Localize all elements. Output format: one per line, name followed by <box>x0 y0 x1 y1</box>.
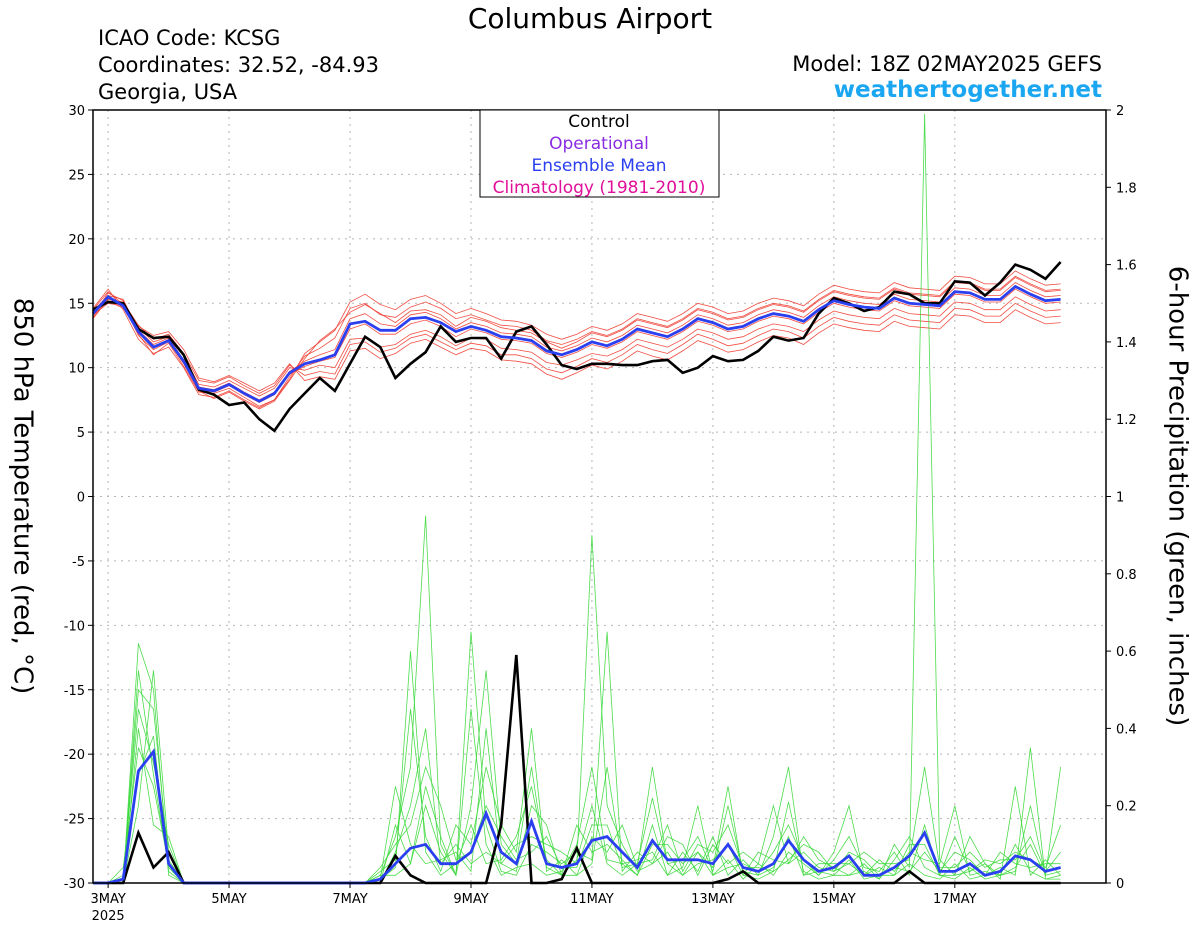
temperature-member-line <box>92 302 1061 392</box>
temperature-members <box>92 270 1061 410</box>
x-tick-label: 7MAY <box>332 892 367 907</box>
left-axis-ticks: 30 25 20 15 10 5 0 -5 -10 -15 -20 -25 -30 <box>64 104 93 892</box>
x-tick-label: 13MAY <box>691 892 735 907</box>
left-tick-label: -25 <box>64 813 85 828</box>
left-tick-label: -20 <box>64 748 85 763</box>
region: Georgia, USA <box>98 80 238 104</box>
legend-entry: Control <box>568 112 629 132</box>
grid-lines <box>93 110 1106 883</box>
left-tick-label: 25 <box>68 168 85 183</box>
right-tick-label: 1.6 <box>1116 259 1137 274</box>
temperature-member-line <box>92 275 1061 407</box>
right-axis-title: 6-hour Precipitation (green, inches) <box>1163 266 1193 726</box>
right-tick-label: 1 <box>1116 491 1124 506</box>
right-tick-label: 0.6 <box>1116 645 1137 660</box>
x-tick-label: 3MAY <box>90 892 125 907</box>
temperature-member-line <box>92 296 1061 397</box>
legend-box <box>479 109 720 198</box>
left-axis-title: 850 hPa Temperature (red, °C) <box>8 298 38 695</box>
x-tick-label: 15MAY <box>812 892 856 907</box>
model-run: Model: 18Z 02MAY2025 GEFS <box>792 52 1102 76</box>
temperature-member-line <box>92 270 1061 409</box>
left-tick-label: 10 <box>68 362 85 377</box>
left-tick-label: 0 <box>77 491 85 506</box>
x-tick-label: 11MAY <box>570 892 614 907</box>
left-tick-label: -30 <box>64 877 85 892</box>
right-tick-label: 0.8 <box>1116 568 1137 583</box>
coordinates: Coordinates: 32.52, -84.93 <box>98 53 379 77</box>
icao-code: ICAO Code: KCSG <box>98 26 281 50</box>
left-tick-label: 30 <box>68 104 85 119</box>
right-tick-label: 1.2 <box>1116 413 1137 428</box>
temperature-member-line <box>92 298 1061 394</box>
brand-link[interactable]: weathertogether.net <box>833 77 1102 103</box>
x-tick-label: 5MAY <box>211 892 246 907</box>
left-tick-label: 15 <box>68 297 85 312</box>
right-tick-label: 0.4 <box>1116 722 1137 737</box>
right-tick-label: 2 <box>1116 104 1124 119</box>
right-tick-label: 0.2 <box>1116 800 1137 815</box>
legend-entry: Operational <box>549 134 649 154</box>
temperature-ensemble-mean-line <box>91 284 1061 403</box>
page-title: Columbus Airport <box>467 2 713 35</box>
legend-entry: Climatology (1981-2010) <box>493 178 706 198</box>
temperature-member-line <box>92 277 1061 410</box>
left-tick-label: 5 <box>77 426 85 441</box>
right-tick-label: 1.8 <box>1116 181 1137 196</box>
right-axis-ticks: 2 1.8 1.6 1.4 1.2 1 0.8 0.6 0.4 0.2 0 <box>1106 104 1137 892</box>
x-tick-sublabel: 2025 <box>92 909 125 924</box>
left-tick-label: 20 <box>68 233 85 248</box>
x-tick-label: 9MAY <box>453 892 488 907</box>
precipitation-member-line <box>93 113 1061 884</box>
legend-entry: Ensemble Mean <box>531 156 666 176</box>
left-tick-label: -5 <box>72 555 85 570</box>
precipitation-members <box>93 113 1061 884</box>
left-tick-label: -10 <box>64 619 85 634</box>
x-axis-ticks: 3MAY 2025 5MAY 7MAY 9MAY 11MAY 13MAY 15MAY 17MAY <box>90 883 977 924</box>
right-tick-label: 1.4 <box>1116 336 1137 351</box>
temperature-control-line <box>92 261 1062 433</box>
x-tick-label: 17MAY <box>933 892 977 907</box>
right-tick-label: 0 <box>1116 877 1124 892</box>
left-tick-label: -15 <box>64 684 85 699</box>
